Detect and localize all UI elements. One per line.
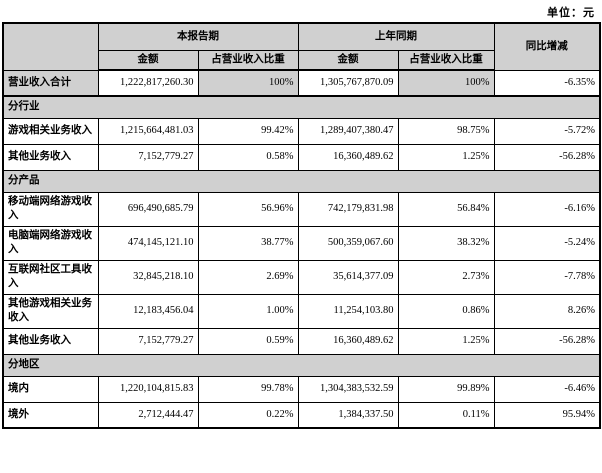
table-row: 游戏相关业务收入 1,215,664,481.03 99.42% 1,289,407,… <box>2 117 601 145</box>
section-row: 分行业 <box>2 95 601 119</box>
prior-amount-cell: 1,305,767,870.09 <box>297 69 399 97</box>
prior-pct-cell: 1.25% <box>397 143 495 171</box>
row-label-cell: 其他业务收入 <box>2 327 99 355</box>
row-label-cell: 其他业务收入 <box>2 143 99 171</box>
row-label-cell: 互联网社区工具收入 <box>2 259 99 295</box>
prior-amount-cell: 1,289,407,380.47 <box>297 117 399 145</box>
yoy-cell: 8.26% <box>493 293 601 329</box>
prior-amount-cell: 500,359,067.60 <box>297 225 399 261</box>
current-pct-cell: 56.96% <box>197 191 299 227</box>
section-label: 分行业 <box>2 95 601 119</box>
table-row: 其他业务收入 7,152,779.27 0.58% 16,360,489.62 1.25… <box>2 143 601 171</box>
col-header-prior-pct: 占营业收入比重 <box>397 49 495 71</box>
row-label-cell: 其他游戏相关业务收入 <box>2 293 99 329</box>
prior-pct-cell: 100% <box>397 69 495 97</box>
current-amount-cell: 12,183,456.04 <box>97 293 199 329</box>
yoy-cell: -56.28% <box>493 327 601 355</box>
current-pct-cell: 0.22% <box>197 401 299 429</box>
section-label: 分地区 <box>2 353 601 377</box>
prior-amount-cell: 1,304,383,532.59 <box>297 375 399 403</box>
current-pct-cell: 0.59% <box>197 327 299 355</box>
col-header-prior-period: 上年同期 <box>297 22 495 51</box>
table-row: 互联网社区工具收入 32,845,218.10 2.69% 35,614,377.09… <box>2 259 601 295</box>
row-label-cell: 游戏相关业务收入 <box>2 117 99 145</box>
col-header-yoy: 同比增减 <box>493 22 601 71</box>
table-row: 其他游戏相关业务收入 12,183,456.04 1.00% 11,254,103.8… <box>2 293 601 329</box>
col-header-current-pct: 占营业收入比重 <box>197 49 299 71</box>
prior-pct-cell: 99.89% <box>397 375 495 403</box>
total-row: 营业收入合计 1,222,817,260.30 100% 1,305,767,870.… <box>2 69 601 97</box>
yoy-cell: -5.24% <box>493 225 601 261</box>
current-amount-cell: 1,222,817,260.30 <box>97 69 199 97</box>
section-label: 分产品 <box>2 169 601 193</box>
current-pct-cell: 99.78% <box>197 375 299 403</box>
yoy-cell: 95.94% <box>493 401 601 429</box>
prior-pct-cell: 38.32% <box>397 225 495 261</box>
table-body: 营业收入合计 1,222,817,260.30 100% 1,305,767,870.… <box>2 69 601 429</box>
table-row: 境外 2,712,444.47 0.22% 1,384,337.50 0.11% 95.9… <box>2 401 601 429</box>
current-amount-cell: 1,215,664,481.03 <box>97 117 199 145</box>
row-label-cell: 移动端网络游戏收入 <box>2 191 99 227</box>
current-amount-cell: 474,145,121.10 <box>97 225 199 261</box>
current-pct-cell: 2.69% <box>197 259 299 295</box>
header-row-periods: 本报告期 上年同期 同比增减 <box>2 22 601 71</box>
prior-amount-cell: 1,384,337.50 <box>297 401 399 429</box>
col-header-prior-amount: 金额 <box>297 49 399 71</box>
prior-amount-cell: 35,614,377.09 <box>297 259 399 295</box>
current-pct-cell: 38.77% <box>197 225 299 261</box>
table-row: 其他业务收入 7,152,779.27 0.59% 16,360,489.62 1.25… <box>2 327 601 355</box>
yoy-cell: -7.78% <box>493 259 601 295</box>
yoy-cell: -6.46% <box>493 375 601 403</box>
yoy-cell: -56.28% <box>493 143 601 171</box>
table-row: 移动端网络游戏收入 696,490,685.79 56.96% 742,179,831… <box>2 191 601 227</box>
col-header-current-amount: 金额 <box>97 49 199 71</box>
current-pct-cell: 99.42% <box>197 117 299 145</box>
prior-pct-cell: 56.84% <box>397 191 495 227</box>
section-row: 分地区 <box>2 353 601 377</box>
header-row-measures: 金额 占营业收入比重 金额 占营业收入比重 <box>3 49 600 71</box>
current-pct-cell: 1.00% <box>197 293 299 329</box>
prior-amount-cell: 16,360,489.62 <box>297 327 399 355</box>
current-amount-cell: 7,152,779.27 <box>97 143 199 171</box>
current-amount-cell: 1,220,104,815.83 <box>97 375 199 403</box>
prior-pct-cell: 0.86% <box>397 293 495 329</box>
corner-cell <box>2 22 99 71</box>
prior-pct-cell: 1.25% <box>397 327 495 355</box>
prior-amount-cell: 16,360,489.62 <box>297 143 399 171</box>
prior-pct-cell: 0.11% <box>397 401 495 429</box>
table-header: 本报告期 上年同期 同比增减 金额 占营业收入比重 金额 占营业收入比重 <box>2 22 601 71</box>
current-amount-cell: 2,712,444.47 <box>97 401 199 429</box>
current-pct-cell: 100% <box>197 69 299 97</box>
prior-pct-cell: 2.73% <box>397 259 495 295</box>
section-row: 分产品 <box>2 169 601 193</box>
unit-label: 单位：元 <box>547 7 595 19</box>
table-row: 电脑端网络游戏收入 474,145,121.10 38.77% 500,359,067… <box>2 225 601 261</box>
row-label-cell: 营业收入合计 <box>2 69 99 97</box>
current-amount-cell: 696,490,685.79 <box>97 191 199 227</box>
prior-amount-cell: 11,254,103.80 <box>297 293 399 329</box>
yoy-cell: -6.35% <box>493 69 601 97</box>
current-pct-cell: 0.58% <box>197 143 299 171</box>
current-amount-cell: 32,845,218.10 <box>97 259 199 295</box>
yoy-cell: -6.16% <box>493 191 601 227</box>
current-amount-cell: 7,152,779.27 <box>97 327 199 355</box>
prior-pct-cell: 98.75% <box>397 117 495 145</box>
table-row: 境内 1,220,104,815.83 99.78% 1,304,383,532.59… <box>2 375 601 403</box>
row-label-cell: 电脑端网络游戏收入 <box>2 225 99 261</box>
row-label-cell: 境外 <box>2 401 99 429</box>
yoy-cell: -5.72% <box>493 117 601 145</box>
prior-amount-cell: 742,179,831.98 <box>297 191 399 227</box>
revenue-breakdown-table: 本报告期 上年同期 同比增减 金额 占营业收入比重 金额 占营业收入比重 营业收… <box>2 22 601 429</box>
row-label-cell: 境内 <box>2 375 99 403</box>
col-header-current-period: 本报告期 <box>97 22 299 51</box>
